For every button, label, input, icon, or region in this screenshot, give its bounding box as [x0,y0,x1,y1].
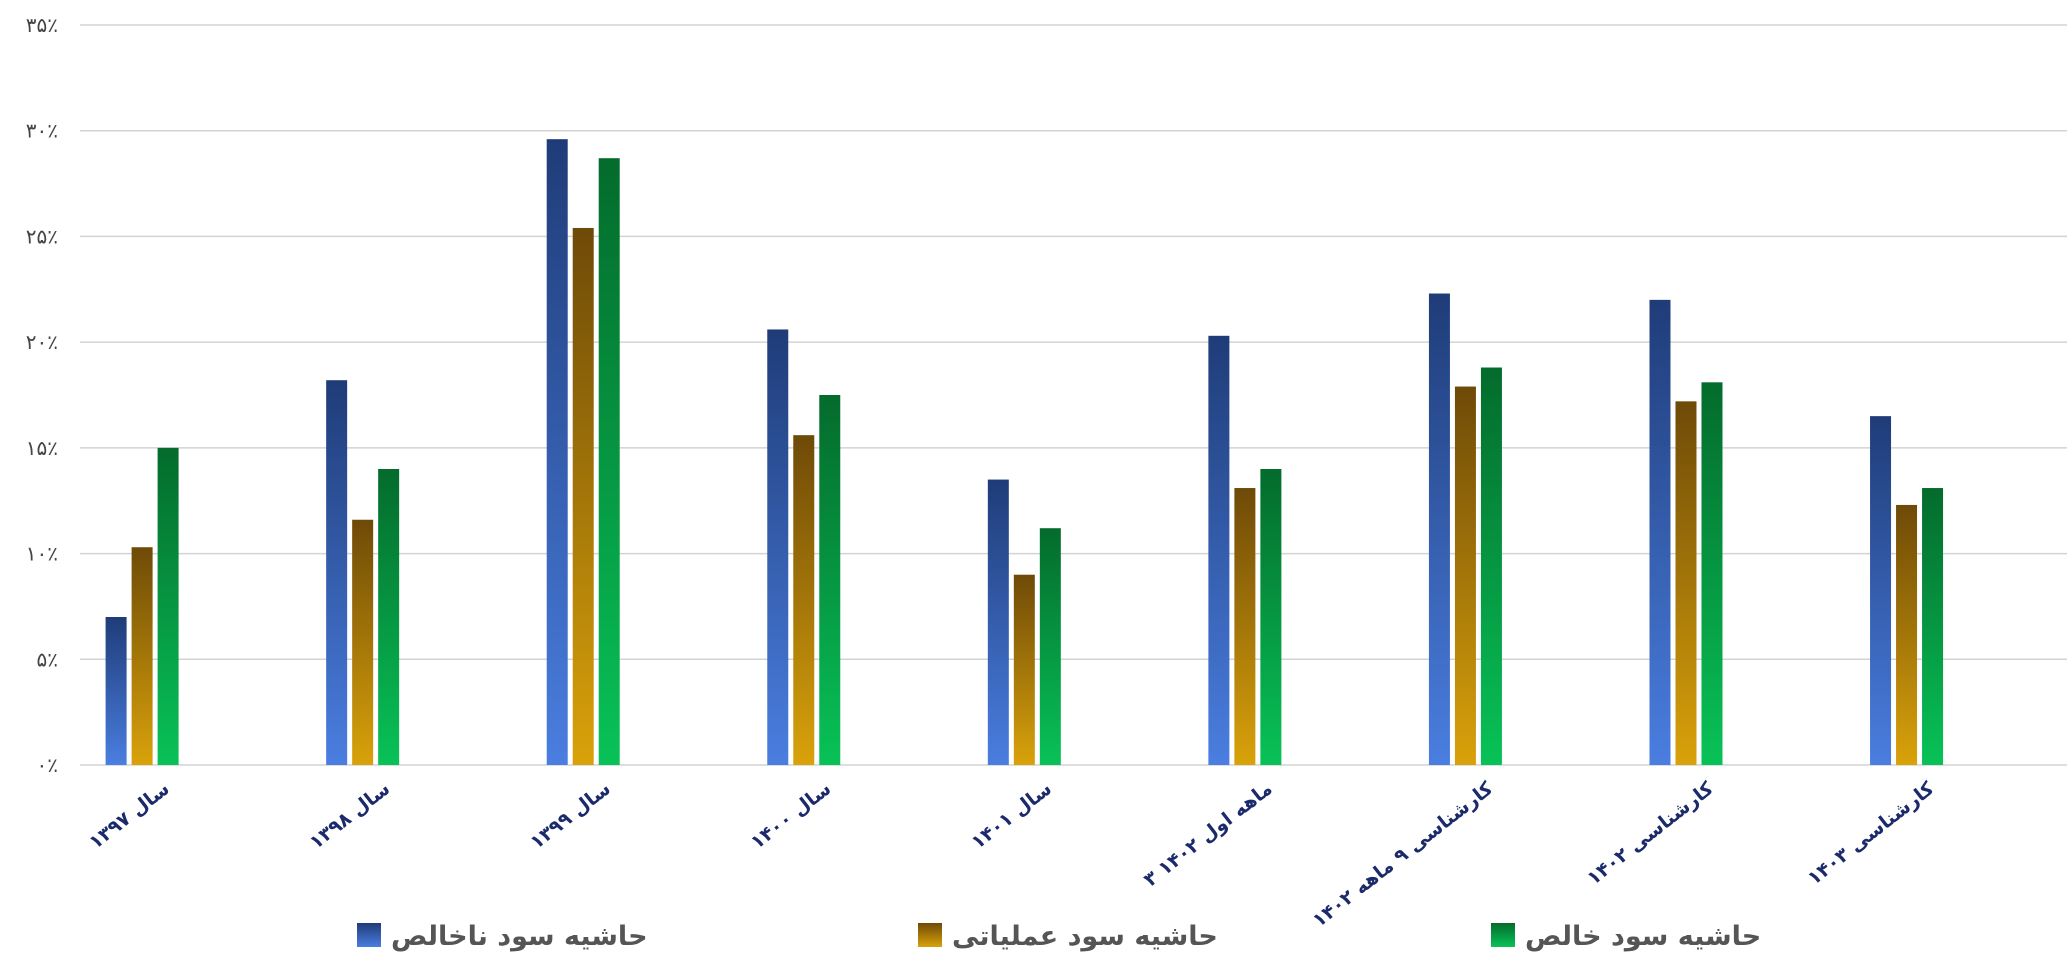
y-tick-label: ۵٪ [37,647,58,671]
y-tick-label: ۱۵٪ [26,436,58,460]
legend-item-gross: حاشیه سود ناخالص [357,921,648,952]
bar-gross [546,139,568,765]
bar-net [1922,488,1944,765]
y-axis: ۰٪ ۵٪ ۱۰٪ ۱۵٪ ۲۰٪ ۲۵٪ ۳۰٪ ۳۵٪ [26,13,58,777]
bar-net [1701,382,1723,765]
y-tick-label: ۳۵٪ [26,13,58,37]
x-category-label: ۳ ماهه اول ۱۴۰۲ [1140,778,1277,892]
x-category-label: سال ۱۴۰۱ [967,778,1056,854]
bar-net [598,158,620,765]
bar-net [1039,528,1061,765]
bar-gross [326,380,348,765]
bar-gross [1208,335,1230,765]
x-category-label: سال ۱۴۰۰ [747,778,836,854]
y-tick-label: ۰٪ [37,753,58,777]
bar-gross [105,617,127,765]
x-category-label: کارشناسی ۹ ماهه ۱۴۰۲ [1308,777,1497,932]
bar-operating [572,227,594,765]
bar-operating [352,519,374,765]
bar-net [1260,469,1282,765]
x-category-label: سال ۱۳۹۹ [526,778,615,854]
bar-gross [1870,416,1892,765]
legend-label: حاشیه سود عملیاتی [952,921,1218,952]
bar-gross [1428,293,1450,765]
y-tick-label: ۱۰٪ [26,542,58,566]
legend-label: حاشیه سود ناخالص [391,921,648,952]
bar-operating [1454,386,1476,765]
grid-lines [80,24,2067,766]
legend-swatch [1491,923,1515,947]
bar-net [819,395,841,765]
legend-item-net: حاشیه سود خالص [1491,921,1761,952]
bar-operating [793,435,815,765]
x-category-label: سال ۱۳۹۸ [306,778,395,854]
bar-gross [1649,299,1671,765]
bar-gross [987,479,1009,765]
legend-swatch [357,923,381,947]
x-category-label: سال ۱۳۹۷ [85,778,174,854]
bar-net [378,469,400,765]
legend-item-operating: حاشیه سود عملیاتی [918,921,1218,952]
bars [105,139,1944,765]
x-axis: سال ۱۳۹۷ سال ۱۳۹۸ سال ۱۳۹۹ سال ۱۴۰۰ سال ۱۴۰۱… [85,777,1939,932]
bar-operating [1234,488,1256,765]
bar-operating [1896,504,1918,765]
legend: حاشیه سود ناخالص حاشیه سود عملیاتی حاشیه س… [357,921,1761,952]
bar-gross [767,329,789,765]
x-category-label: کارشناسی ۱۴۰۲ [1583,777,1718,889]
bar-operating [1675,401,1697,765]
bar-operating [131,547,153,765]
legend-swatch [918,923,942,947]
y-tick-label: ۲۰٪ [26,330,58,354]
bar-operating [1013,574,1035,765]
bar-net [157,447,179,765]
legend-label: حاشیه سود خالص [1525,921,1761,952]
x-category-label: کارشناسی ۱۴۰۳ [1804,777,1939,889]
bar-net [1480,367,1502,765]
y-tick-label: ۳۰٪ [26,119,58,143]
y-tick-label: ۲۵٪ [26,224,58,248]
